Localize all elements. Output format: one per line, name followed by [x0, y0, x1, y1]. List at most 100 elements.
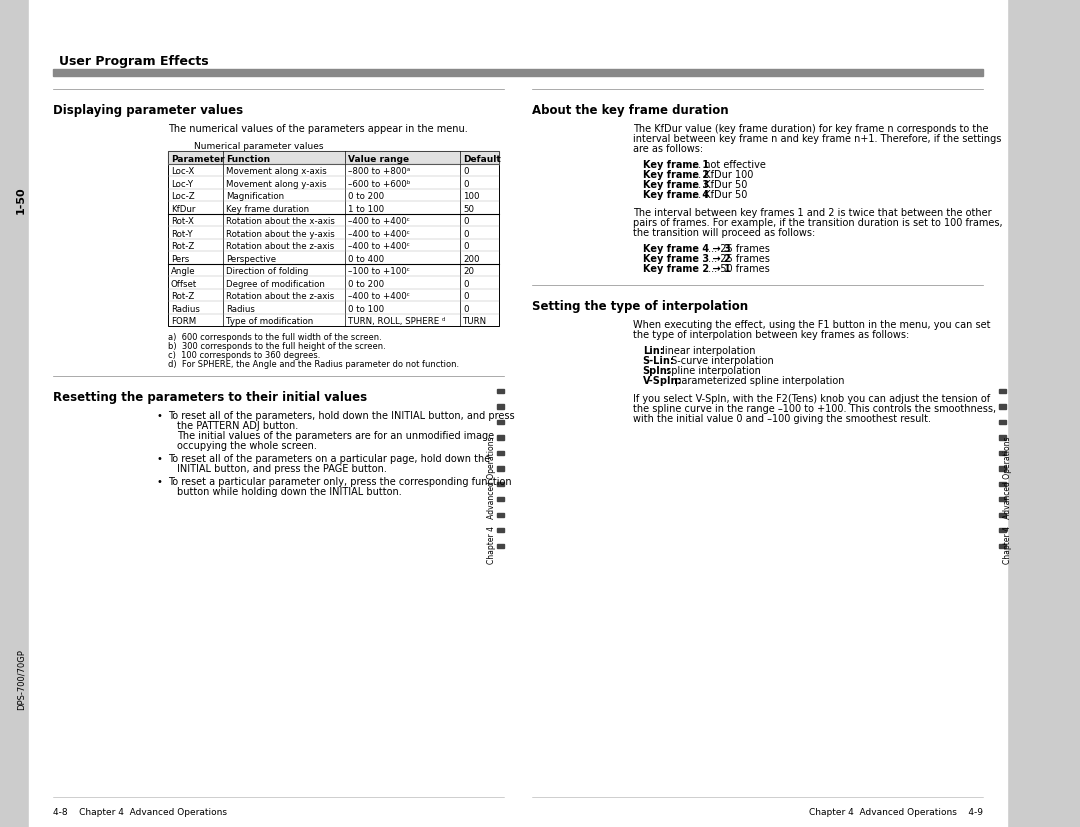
- Bar: [497, 528, 503, 533]
- Text: 0 to 200: 0 to 200: [348, 280, 384, 289]
- Bar: [53, 70, 983, 77]
- Text: ... 25 frames: ... 25 frames: [705, 254, 770, 264]
- Text: 0: 0: [463, 304, 469, 313]
- Bar: [999, 436, 1007, 440]
- Bar: [497, 498, 503, 502]
- Text: Loc-X: Loc-X: [171, 167, 194, 176]
- Bar: [999, 405, 1007, 409]
- Bar: [999, 528, 1007, 533]
- Bar: [999, 420, 1007, 424]
- Bar: [167, 152, 499, 327]
- Text: Movement along x-axis: Movement along x-axis: [227, 167, 327, 176]
- Text: Movement along y-axis: Movement along y-axis: [227, 179, 327, 189]
- Text: KfDur: KfDur: [171, 205, 195, 213]
- Text: Key frame 4 → 3: Key frame 4 → 3: [643, 244, 730, 254]
- Text: The interval between key frames 1 and 2 is twice that between the other: The interval between key frames 1 and 2 …: [633, 208, 991, 218]
- Text: 0: 0: [463, 218, 469, 227]
- Text: Displaying parameter values: Displaying parameter values: [53, 104, 243, 117]
- Text: About the key frame duration: About the key frame duration: [532, 104, 729, 117]
- Text: pairs of frames. For example, if the transition duration is set to 100 frames,: pairs of frames. For example, if the tra…: [633, 218, 1002, 227]
- Text: 4-8    Chapter 4  Advanced Operations: 4-8 Chapter 4 Advanced Operations: [53, 807, 227, 816]
- Text: The initial values of the parameters are for an unmodified image: The initial values of the parameters are…: [177, 431, 495, 441]
- Text: Type of modification: Type of modification: [227, 317, 313, 326]
- Text: Rotation about the z-axis: Rotation about the z-axis: [227, 292, 335, 301]
- Text: ... KfDur 50: ... KfDur 50: [689, 179, 747, 189]
- Text: The KfDur value (key frame duration) for key frame n corresponds to the: The KfDur value (key frame duration) for…: [633, 124, 988, 134]
- Text: the type of interpolation between key frames as follows:: the type of interpolation between key fr…: [633, 330, 909, 340]
- Text: Rot-Z: Rot-Z: [171, 292, 194, 301]
- Text: 200: 200: [463, 255, 480, 264]
- Text: Angle: Angle: [171, 267, 195, 276]
- Text: 0 to 400: 0 to 400: [348, 255, 384, 264]
- Text: •: •: [157, 476, 162, 486]
- Text: Offset: Offset: [171, 280, 197, 289]
- Text: Function: Function: [227, 155, 270, 164]
- Bar: [167, 152, 499, 165]
- Text: Rot-Z: Rot-Z: [171, 242, 194, 251]
- Text: 0: 0: [463, 280, 469, 289]
- Text: the spline curve in the range –100 to +100. This controls the smoothness,: the spline curve in the range –100 to +1…: [633, 404, 996, 414]
- Text: Degree of modification: Degree of modification: [227, 280, 325, 289]
- Text: Spln:: Spln:: [643, 366, 672, 375]
- Text: –400 to +400ᶜ: –400 to +400ᶜ: [348, 242, 410, 251]
- Text: ... KfDur 100: ... KfDur 100: [689, 170, 753, 179]
- Text: 0 to 200: 0 to 200: [348, 192, 384, 201]
- Text: Key frame 4: Key frame 4: [643, 189, 708, 200]
- Text: Setting the type of interpolation: Setting the type of interpolation: [532, 299, 748, 313]
- Bar: [497, 390, 503, 394]
- Text: Key frame 1: Key frame 1: [643, 160, 708, 170]
- Text: –600 to +600ᵇ: –600 to +600ᵇ: [348, 179, 410, 189]
- Text: DPS-700/70GP: DPS-700/70GP: [16, 648, 26, 710]
- Text: button while holding down the INITIAL button.: button while holding down the INITIAL bu…: [177, 486, 402, 496]
- Text: ... 50 frames: ... 50 frames: [705, 264, 770, 274]
- Text: 0: 0: [463, 242, 469, 251]
- Bar: [497, 513, 503, 517]
- Text: Rotation about the y-axis: Rotation about the y-axis: [227, 230, 335, 239]
- Text: Chapter 4   Advanced Operations: Chapter 4 Advanced Operations: [487, 436, 496, 563]
- Text: –800 to +800ᵃ: –800 to +800ᵃ: [348, 167, 410, 176]
- Text: TURN, ROLL, SPHERE ᵈ: TURN, ROLL, SPHERE ᵈ: [348, 317, 446, 326]
- Bar: [497, 405, 503, 409]
- Text: Key frame 3 → 2: Key frame 3 → 2: [643, 254, 730, 264]
- Text: –400 to +400ᶜ: –400 to +400ᶜ: [348, 230, 410, 239]
- Text: Chapter 4  Advanced Operations    4-9: Chapter 4 Advanced Operations 4-9: [809, 807, 983, 816]
- Text: V-Spln:: V-Spln:: [643, 375, 683, 385]
- Text: parameterized spline interpolation: parameterized spline interpolation: [672, 375, 845, 385]
- Text: Loc-Y: Loc-Y: [171, 179, 192, 189]
- Bar: [497, 466, 503, 471]
- Text: 1 to 100: 1 to 100: [348, 205, 384, 213]
- Bar: [999, 498, 1007, 502]
- Text: Key frame 2 → 1: Key frame 2 → 1: [643, 264, 730, 274]
- Text: the transition will proceed as follows:: the transition will proceed as follows:: [633, 227, 815, 237]
- Text: with the initial value 0 and –100 giving the smoothest result.: with the initial value 0 and –100 giving…: [633, 414, 931, 423]
- Bar: [999, 452, 1007, 456]
- Text: Chapter 4   Advanced Operations: Chapter 4 Advanced Operations: [1002, 436, 1012, 563]
- Bar: [497, 436, 503, 440]
- Text: Default: Default: [463, 155, 501, 164]
- Text: –400 to +400ᶜ: –400 to +400ᶜ: [348, 292, 410, 301]
- Text: When executing the effect, using the F1 button in the menu, you can set: When executing the effect, using the F1 …: [633, 319, 990, 330]
- Text: 0: 0: [463, 167, 469, 176]
- Text: Rotation about the x-axis: Rotation about the x-axis: [227, 218, 335, 227]
- Text: Numerical parameter values: Numerical parameter values: [194, 141, 324, 151]
- Text: INITIAL button, and press the PAGE button.: INITIAL button, and press the PAGE butto…: [177, 463, 388, 473]
- Text: –400 to +400ᶜ: –400 to +400ᶜ: [348, 218, 410, 227]
- Text: b)  300 corresponds to the full height of the screen.: b) 300 corresponds to the full height of…: [167, 342, 386, 351]
- Text: linear interpolation: linear interpolation: [659, 346, 756, 356]
- Text: –100 to +100ᶜ: –100 to +100ᶜ: [348, 267, 410, 276]
- Text: 20: 20: [463, 267, 474, 276]
- Text: S-curve interpolation: S-curve interpolation: [667, 356, 773, 366]
- Text: Radius: Radius: [227, 304, 255, 313]
- Text: Key frame duration: Key frame duration: [227, 205, 310, 213]
- Text: S-Lin:: S-Lin:: [643, 356, 675, 366]
- Text: To reset all of the parameters, hold down the INITIAL button, and press: To reset all of the parameters, hold dow…: [167, 410, 514, 420]
- Text: ... 25 frames: ... 25 frames: [705, 244, 770, 254]
- Text: Parameter: Parameter: [171, 155, 225, 164]
- Bar: [999, 544, 1007, 548]
- Text: Magnification: Magnification: [227, 192, 284, 201]
- Text: Perspective: Perspective: [227, 255, 276, 264]
- Text: Radius: Radius: [171, 304, 200, 313]
- Text: ... KfDur 50: ... KfDur 50: [689, 189, 747, 200]
- Text: a)  600 corresponds to the full width of the screen.: a) 600 corresponds to the full width of …: [167, 332, 381, 342]
- Text: FORM: FORM: [171, 317, 195, 326]
